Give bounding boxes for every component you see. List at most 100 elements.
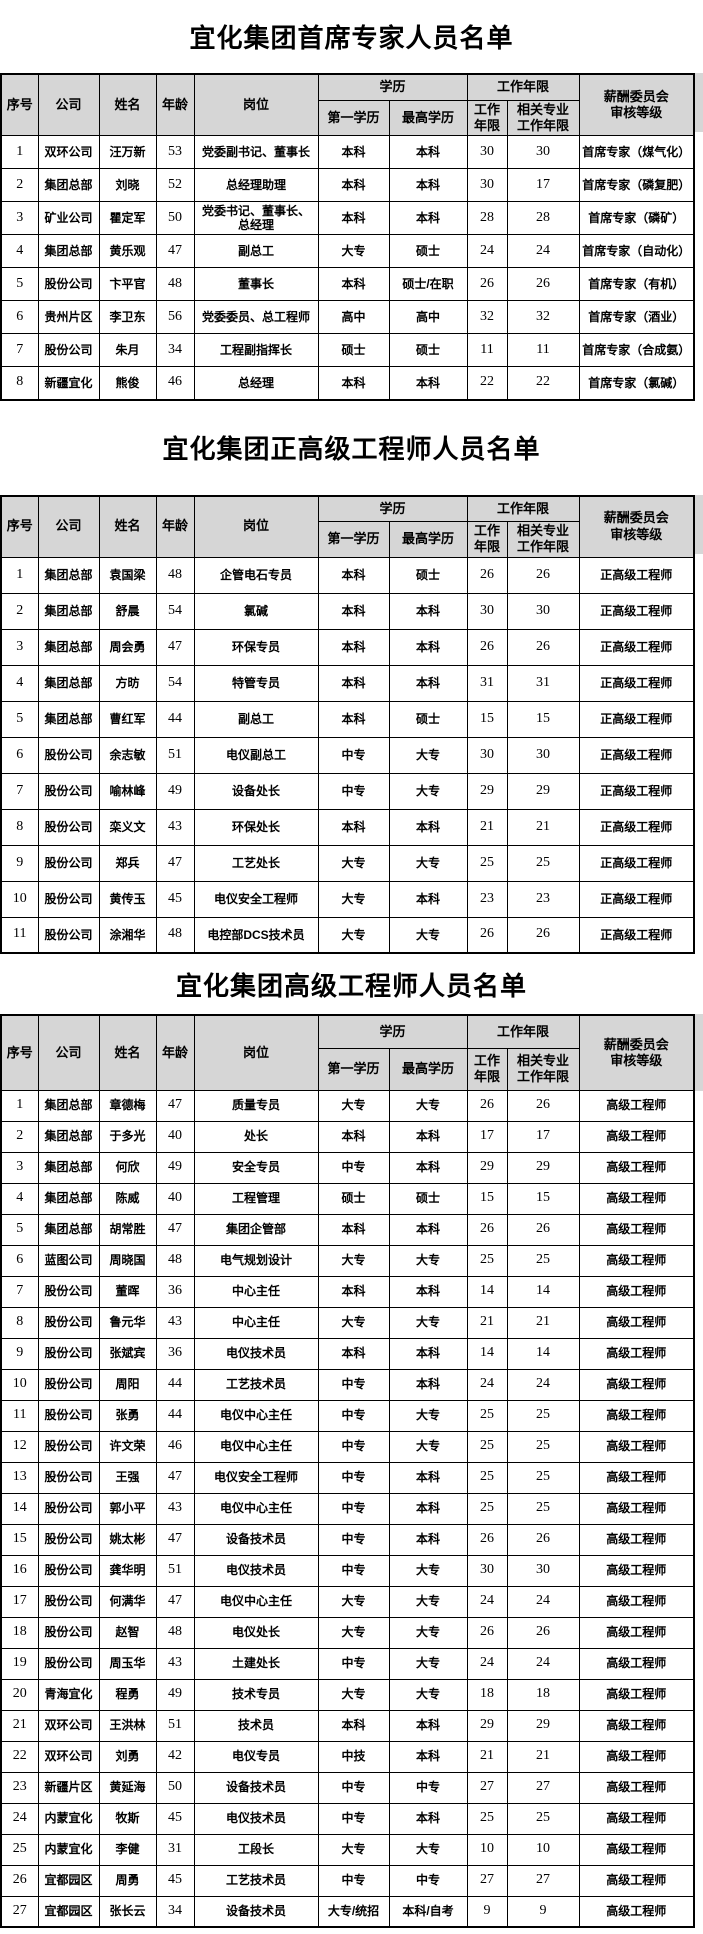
table-cell: 高级工程师 xyxy=(578,1709,695,1742)
table-cell: 26 xyxy=(466,556,508,594)
table-cell: 17 xyxy=(0,1585,39,1618)
table-cell: 49 xyxy=(155,1678,195,1711)
table-cell: 电控部DCS技术员 xyxy=(193,916,319,954)
table-cell: 周玉华 xyxy=(98,1647,157,1680)
table-cell: 25 xyxy=(466,844,508,882)
table-cell: 22 xyxy=(466,366,508,400)
table-cell: 25 xyxy=(466,1492,508,1525)
table-cell: 25 xyxy=(466,1430,508,1463)
col-header-position: 岗位 xyxy=(193,495,319,558)
table-cell: 正高级工程师 xyxy=(578,808,695,846)
table-cell: 技术专员 xyxy=(193,1678,319,1711)
table-cell: 栾义文 xyxy=(98,808,157,846)
table-cell: 1 xyxy=(0,135,39,169)
table1-title: 宜化集团首席专家人员名单 xyxy=(0,0,703,73)
table-cell: 13 xyxy=(0,1461,39,1494)
col-header-name: 姓名 xyxy=(98,495,157,558)
table-cell: 王强 xyxy=(98,1461,157,1494)
table-cell: 高级工程师 xyxy=(578,1089,695,1122)
table-cell: 本科 xyxy=(317,366,390,400)
table-cell: 9 xyxy=(466,1895,508,1928)
table-cell: 宜都园区 xyxy=(37,1864,100,1897)
table-cell: 19 xyxy=(0,1647,39,1680)
table-cell: 总经理 xyxy=(193,366,319,400)
table-cell: 3 xyxy=(0,201,39,235)
table-row: 7 股份公司 喻林峰 49 设备处长 中专 大专 29 29 正高级工程师 xyxy=(0,772,695,810)
table-cell: 10 xyxy=(466,1833,508,1866)
table-cell: 舒晨 xyxy=(98,592,157,630)
table-cell: 21 xyxy=(506,1740,580,1773)
table-row: 8 股份公司 鲁元华 43 中心主任 大专 大专 21 21 高级工程师 xyxy=(0,1306,695,1339)
table-cell: 25 xyxy=(506,1802,580,1835)
table-cell: 本科 xyxy=(388,1368,468,1401)
table-cell: 刘晓 xyxy=(98,168,157,202)
table-cell: 本科 xyxy=(388,1802,468,1835)
table-cell: 8 xyxy=(0,1306,39,1339)
table-cell: 新疆片区 xyxy=(37,1771,100,1804)
table-cell: 电仪技术员 xyxy=(193,1554,319,1587)
table-cell: 高级工程师 xyxy=(578,1151,695,1184)
table-cell: 大专/统招 xyxy=(317,1895,390,1928)
table-cell: 高级工程师 xyxy=(578,1337,695,1370)
table-cell: 本科 xyxy=(317,1275,390,1308)
table-cell: 26 xyxy=(506,1089,580,1122)
table-cell: 硕士 xyxy=(388,333,468,367)
table-cell: 24 xyxy=(466,1585,508,1618)
col-header-first-education: 第一学历 xyxy=(317,99,390,136)
table-cell: 宜都园区 xyxy=(37,1895,100,1928)
table-cell: 5 xyxy=(0,267,39,301)
table-cell: 黄传玉 xyxy=(98,880,157,918)
table-cell: 周会勇 xyxy=(98,628,157,666)
table-cell: 工艺处长 xyxy=(193,844,319,882)
table-cell: 高级工程师 xyxy=(578,1213,695,1246)
table-cell: 11 xyxy=(0,1399,39,1432)
table-cell: 贵州片区 xyxy=(37,300,100,334)
table-cell: 本科 xyxy=(388,1492,468,1525)
table-cell: 18 xyxy=(506,1678,580,1711)
table-row: 12 股份公司 许文荣 46 电仪中心主任 中专 大专 25 25 高级工程师 xyxy=(0,1430,695,1463)
table-cell: 电气规划设计 xyxy=(193,1244,319,1277)
table-cell: 正高级工程师 xyxy=(578,556,695,594)
table-cell: 27 xyxy=(506,1864,580,1897)
table-cell: 28 xyxy=(506,201,580,235)
table-cell: 本科 xyxy=(388,1337,468,1370)
table-cell: 中专 xyxy=(317,1492,390,1525)
table-cell: 集团总部 xyxy=(37,234,100,268)
table-cell: 股份公司 xyxy=(37,736,100,774)
table-cell: 集团企管部 xyxy=(193,1213,319,1246)
table-cell: 集团总部 xyxy=(37,700,100,738)
table-cell: 高级工程师 xyxy=(578,1802,695,1835)
col-header-no: 序号 xyxy=(0,1014,39,1091)
table-cell: 周勇 xyxy=(98,1864,157,1897)
table-cell: 30 xyxy=(506,736,580,774)
table-cell: 副总工 xyxy=(193,234,319,268)
col-header-company: 公司 xyxy=(37,73,100,136)
table-cell: 大专 xyxy=(317,1089,390,1122)
table-cell: 大专 xyxy=(388,916,468,954)
table-cell: 本科 xyxy=(388,1120,468,1153)
table-cell: 高级工程师 xyxy=(578,1647,695,1680)
table-cell: 47 xyxy=(155,1523,195,1556)
table-cell: 正高级工程师 xyxy=(578,880,695,918)
table-cell: 本科 xyxy=(317,700,390,738)
table-cell: 龚华明 xyxy=(98,1554,157,1587)
col-header-education-group: 学历 xyxy=(317,495,468,522)
table-cell: 中专 xyxy=(317,1802,390,1835)
table-cell: 2 xyxy=(0,168,39,202)
table-cell: 正高级工程师 xyxy=(578,916,695,954)
table-cell: 45 xyxy=(155,880,195,918)
table-cell: 本科 xyxy=(388,1213,468,1246)
table-cell: 电仪中心主任 xyxy=(193,1585,319,1618)
table-cell: 48 xyxy=(155,1244,195,1277)
table-cell: 集团总部 xyxy=(37,1213,100,1246)
table-cell: 7 xyxy=(0,1275,39,1308)
table-cell: 董晖 xyxy=(98,1275,157,1308)
table-cell: 黄延海 xyxy=(98,1771,157,1804)
table-cell: 18 xyxy=(0,1616,39,1649)
table-cell: 本科 xyxy=(317,135,390,169)
table-cell: 工艺技术员 xyxy=(193,1864,319,1897)
table-cell: 43 xyxy=(155,1647,195,1680)
table-cell: 14 xyxy=(466,1275,508,1308)
table-cell: 27 xyxy=(0,1895,39,1928)
table-cell: 14 xyxy=(506,1275,580,1308)
